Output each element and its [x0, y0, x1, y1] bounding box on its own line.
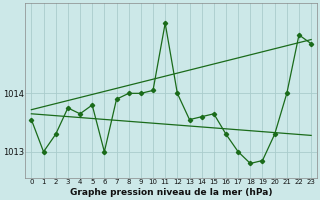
X-axis label: Graphe pression niveau de la mer (hPa): Graphe pression niveau de la mer (hPa) — [70, 188, 273, 197]
